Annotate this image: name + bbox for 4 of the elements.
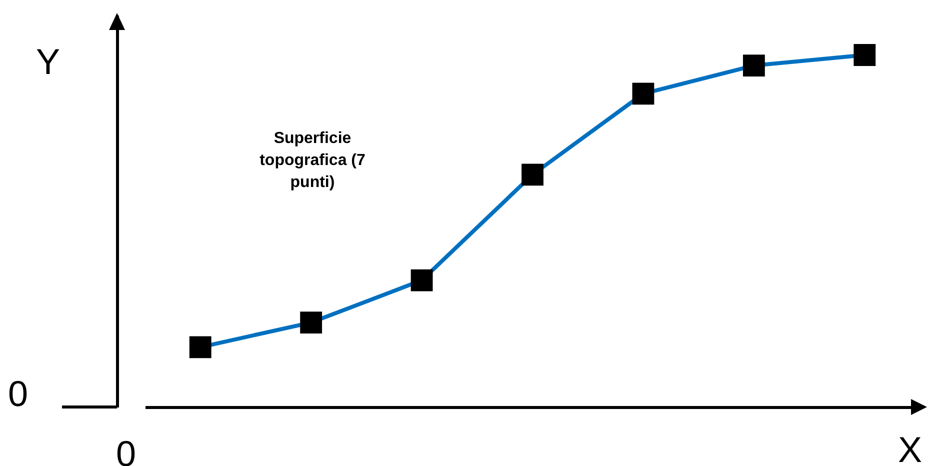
x-axis-title: X — [898, 429, 922, 466]
annotation: Superficie topografica (7 punti) — [258, 129, 366, 193]
y-axis-title: Y — [36, 41, 60, 82]
text: 0 — [8, 373, 28, 414]
